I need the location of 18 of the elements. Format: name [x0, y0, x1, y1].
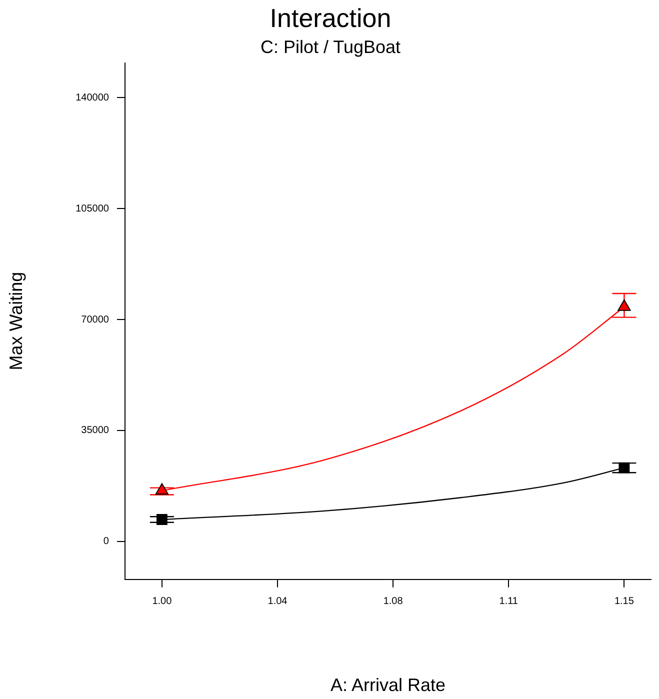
y-tick-label: 0 [103, 536, 110, 548]
y-tick-label: 105000 [76, 203, 110, 214]
chart-subtitle: C: Pilot / TugBoat [260, 36, 401, 57]
point [618, 299, 631, 311]
x-tick-label: 1.15 [614, 596, 634, 608]
y-tick-label: 140000 [76, 92, 110, 104]
x-axis-title: A: Arrival Rate [330, 675, 446, 696]
x-tick-label: 1.08 [383, 596, 404, 608]
x-tick-label: 1.00 [152, 596, 172, 608]
y-axis-title: Max Waiting [6, 272, 26, 370]
x-tick-label: 1.11 [499, 596, 518, 608]
point [618, 462, 630, 474]
y-tick-label: 35000 [81, 425, 110, 436]
chart-title: Interaction [270, 2, 392, 33]
y-tick-label: 70000 [81, 314, 110, 326]
x-tick-label: 1.04 [268, 596, 288, 608]
point [155, 483, 169, 495]
point [156, 514, 168, 525]
